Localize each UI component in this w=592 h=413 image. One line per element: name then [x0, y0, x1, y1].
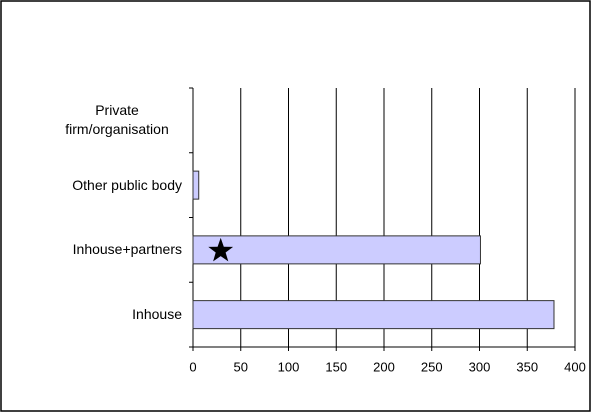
category-text: Other public body — [72, 176, 182, 193]
y-tick-label: Private firm/organisation — [20, 88, 182, 153]
x-tick-label: 350 — [516, 359, 538, 374]
x-tick-label: 300 — [469, 359, 491, 374]
x-tick-label: 50 — [234, 359, 248, 374]
x-tick-label: 150 — [325, 359, 347, 374]
y-tick-label: Inhouse — [20, 282, 182, 347]
bar — [192, 300, 555, 330]
bar — [192, 170, 200, 200]
star-marker — [208, 237, 234, 262]
x-tick-label: 0 — [189, 359, 196, 374]
category-text: Inhouse — [132, 306, 182, 323]
x-tick-label: 200 — [373, 359, 395, 374]
category-text: Inhouse+partners — [72, 241, 182, 258]
y-tick-label: Other public body — [20, 153, 182, 218]
category-text: Private firm/organisation — [65, 102, 169, 138]
bar — [192, 235, 481, 265]
y-tick-label: Inhouse+partners — [20, 218, 182, 283]
x-tick-label: 100 — [278, 359, 300, 374]
x-tick-label: 400 — [564, 359, 586, 374]
x-tick-label: 250 — [421, 359, 443, 374]
